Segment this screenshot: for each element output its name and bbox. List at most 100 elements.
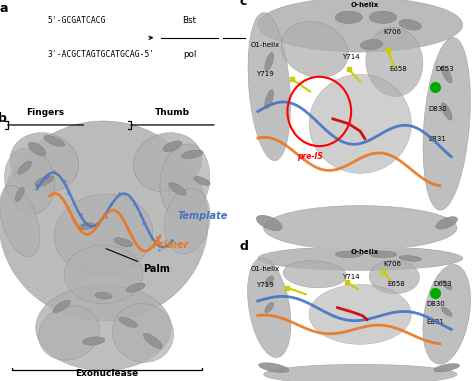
Text: d: d [240, 240, 248, 253]
Text: pre-IS: pre-IS [297, 152, 323, 160]
Text: O-helix: O-helix [351, 2, 379, 8]
Ellipse shape [423, 37, 470, 210]
Text: T: T [344, 25, 349, 34]
Ellipse shape [335, 11, 363, 24]
Ellipse shape [0, 185, 40, 257]
Text: D830: D830 [428, 106, 447, 112]
Ellipse shape [309, 74, 411, 173]
Text: Exonuclease: Exonuclease [75, 369, 139, 378]
Ellipse shape [434, 363, 460, 372]
Ellipse shape [256, 215, 282, 231]
Text: O1-helix: O1-helix [251, 266, 280, 272]
Ellipse shape [194, 176, 210, 186]
Text: O1-helix: O1-helix [251, 42, 280, 48]
Ellipse shape [4, 148, 55, 214]
Ellipse shape [258, 246, 463, 271]
Text: 5'-GCGATCACG: 5'-GCGATCACG [303, 0, 359, 8]
Ellipse shape [126, 283, 145, 292]
Ellipse shape [38, 306, 100, 360]
Text: E831: E831 [426, 319, 444, 325]
Text: 3'-ACGCTAGTGCATGCAG-5': 3'-ACGCTAGTGCATGCAG-5' [303, 40, 405, 49]
Ellipse shape [283, 261, 346, 288]
Ellipse shape [264, 364, 457, 381]
Ellipse shape [36, 285, 171, 370]
Ellipse shape [436, 216, 457, 229]
Text: Thumb: Thumb [155, 108, 190, 117]
Text: n+1: n+1 [453, 33, 472, 42]
Ellipse shape [258, 0, 463, 52]
Text: Bst: Bst [182, 16, 197, 25]
Text: n: n [466, 5, 472, 14]
Text: 5'-GCGATCACG: 5'-GCGATCACG [47, 16, 106, 25]
Ellipse shape [163, 141, 182, 152]
Ellipse shape [264, 206, 457, 250]
Text: Primer: Primer [153, 240, 189, 250]
Text: E658: E658 [390, 66, 408, 72]
Ellipse shape [114, 238, 133, 247]
Ellipse shape [0, 121, 208, 321]
Text: K706: K706 [383, 261, 401, 267]
Ellipse shape [441, 307, 452, 316]
Text: dTTP,dATP: dTTP,dATP [249, 59, 296, 69]
Text: Y714: Y714 [342, 54, 360, 60]
Text: n+2: n+2 [453, 78, 472, 87]
Ellipse shape [119, 317, 137, 327]
Text: D653: D653 [435, 66, 454, 72]
Ellipse shape [55, 194, 153, 274]
Ellipse shape [369, 251, 397, 258]
Ellipse shape [82, 337, 105, 345]
Ellipse shape [182, 150, 203, 158]
Text: a: a [0, 2, 9, 15]
Text: K706: K706 [383, 29, 401, 35]
Text: E831: E831 [428, 136, 447, 142]
Ellipse shape [265, 90, 273, 109]
Ellipse shape [399, 19, 421, 30]
Ellipse shape [35, 176, 54, 186]
Ellipse shape [441, 102, 452, 120]
Text: c: c [240, 0, 247, 8]
Ellipse shape [369, 260, 419, 294]
Text: b: b [0, 112, 7, 125]
Ellipse shape [366, 27, 423, 96]
Ellipse shape [441, 280, 452, 290]
Ellipse shape [95, 292, 112, 299]
Ellipse shape [265, 53, 273, 71]
Ellipse shape [144, 333, 162, 349]
Text: E658: E658 [388, 281, 405, 287]
Ellipse shape [265, 303, 273, 313]
Text: Y714: Y714 [342, 274, 360, 280]
Ellipse shape [309, 284, 411, 344]
Ellipse shape [78, 223, 95, 230]
Text: Fingers: Fingers [27, 108, 64, 117]
Ellipse shape [64, 245, 143, 304]
Text: 5'-GCGATCACG: 5'-GCGATCACG [303, 69, 359, 78]
Ellipse shape [53, 300, 70, 312]
Text: O-helix: O-helix [351, 249, 379, 255]
Ellipse shape [335, 251, 363, 258]
Text: 3'-ACGCTAGTGCATGCAG-5': 3'-ACGCTAGTGCATGCAG-5' [303, 87, 405, 96]
Text: 3'-ACGCTAGTGCATGCAG-5': 3'-ACGCTAGTGCATGCAG-5' [303, 11, 405, 21]
Ellipse shape [28, 142, 46, 156]
Text: D653: D653 [433, 281, 452, 287]
Ellipse shape [169, 182, 186, 195]
Text: Palm: Palm [106, 249, 170, 274]
Ellipse shape [423, 264, 471, 364]
Ellipse shape [281, 21, 348, 78]
Ellipse shape [164, 188, 210, 254]
Text: D830: D830 [426, 301, 445, 307]
Text: dTTP: dTTP [261, 17, 284, 26]
Text: Template: Template [177, 211, 228, 221]
Text: Y719: Y719 [255, 282, 273, 288]
Ellipse shape [441, 66, 452, 83]
Ellipse shape [265, 276, 273, 286]
Ellipse shape [248, 13, 291, 161]
Text: TA: TA [344, 69, 354, 78]
Ellipse shape [133, 133, 202, 192]
Ellipse shape [360, 40, 383, 50]
Ellipse shape [160, 144, 210, 218]
Ellipse shape [247, 258, 291, 357]
Ellipse shape [10, 133, 79, 192]
Ellipse shape [44, 135, 65, 147]
Ellipse shape [112, 304, 173, 362]
Ellipse shape [18, 161, 32, 174]
